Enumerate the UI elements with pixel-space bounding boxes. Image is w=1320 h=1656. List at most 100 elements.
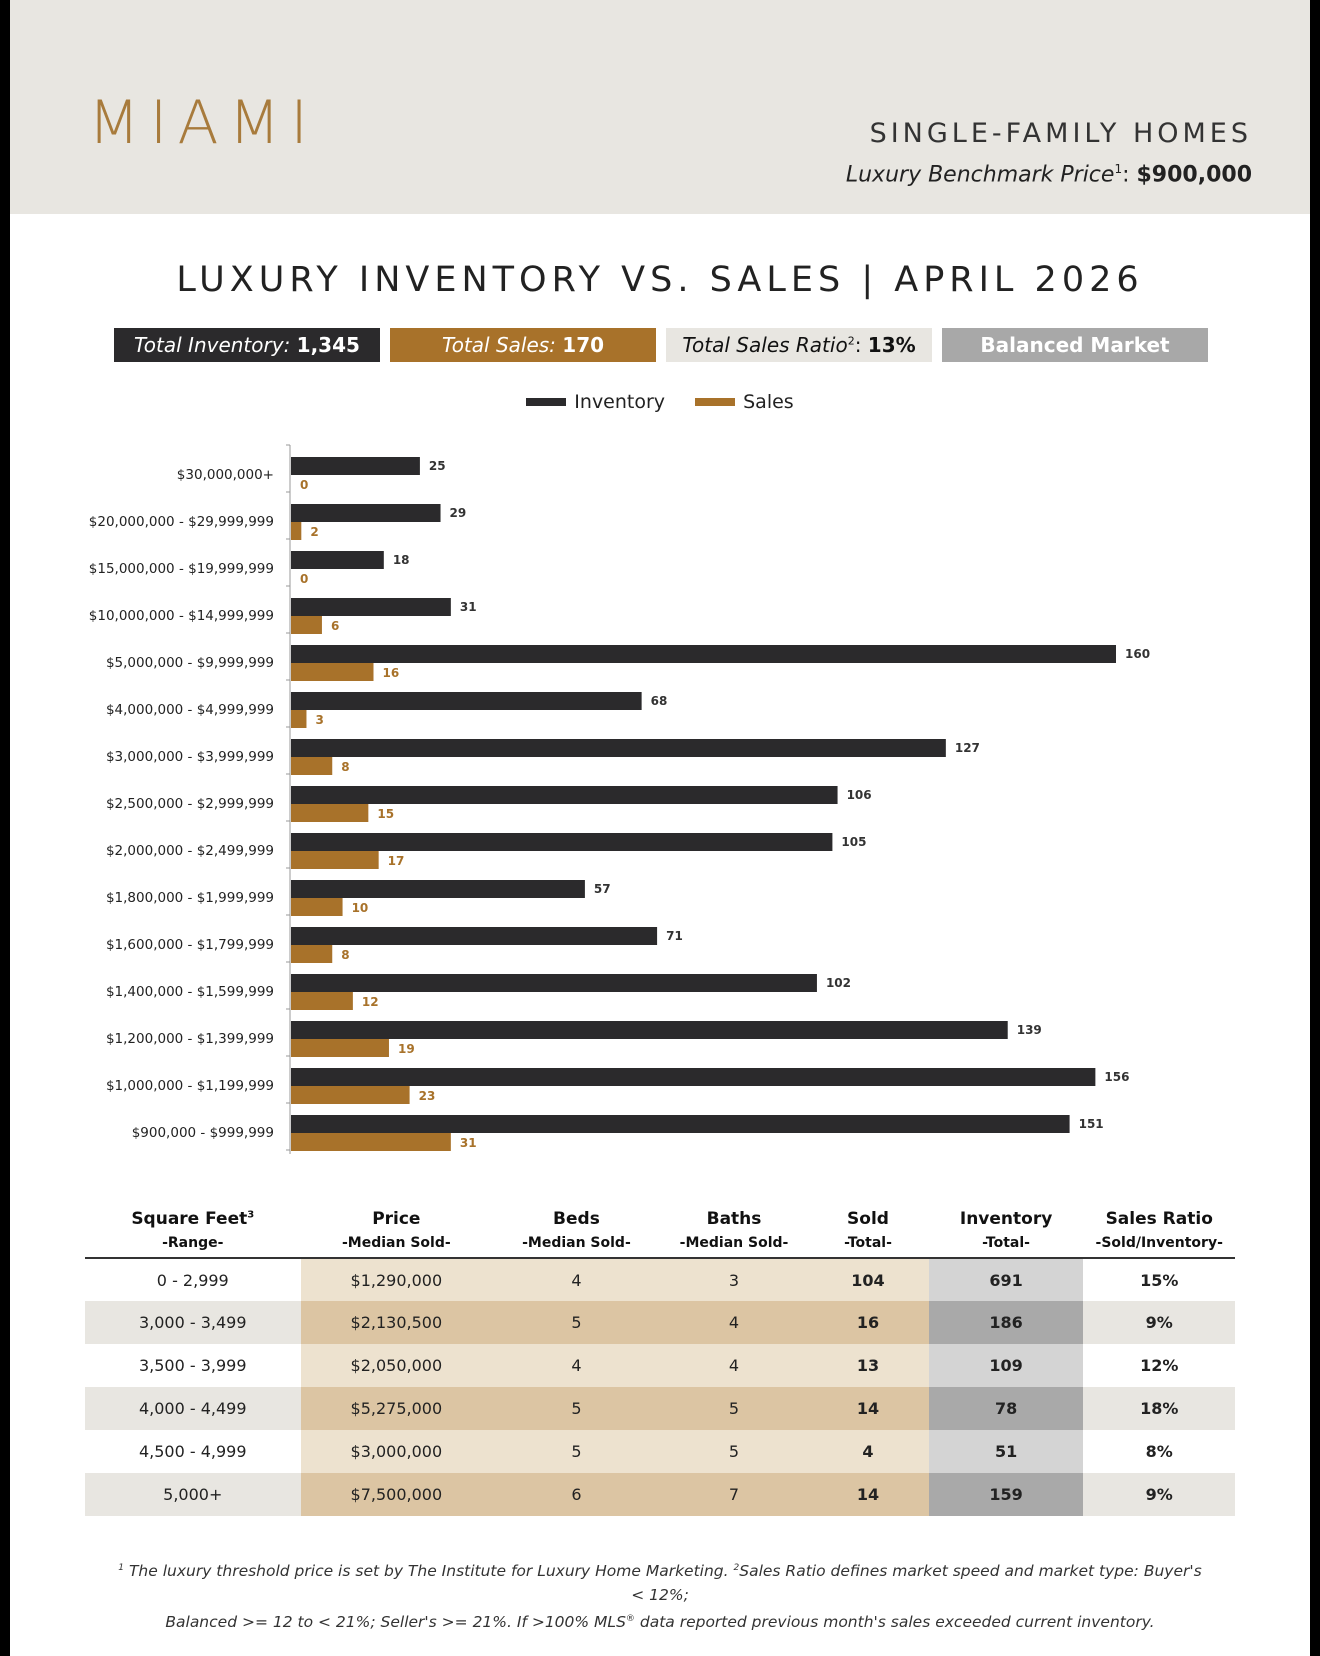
column-header-title: Sold xyxy=(847,1208,889,1229)
property-type: SINGLE-FAMILY HOMES xyxy=(869,118,1252,149)
sales-bar xyxy=(291,663,374,681)
legend-item-inventory: Inventory xyxy=(526,391,665,413)
inventory-bar xyxy=(291,457,420,475)
footnote-sup-1: 1 xyxy=(118,1563,124,1573)
inventory-bar xyxy=(291,786,838,804)
legend-label-sales: Sales xyxy=(743,391,794,413)
kpi-inventory-label: Total Inventory: xyxy=(134,333,291,357)
sales-bar xyxy=(291,945,333,963)
column-header-title: Sales Ratio xyxy=(1105,1208,1213,1229)
inventory-data-label: 106 xyxy=(847,788,872,802)
table-cell-beds: 6 xyxy=(492,1473,661,1516)
column-header-sub: -Median Sold- xyxy=(341,1234,451,1251)
category-label: $2,500,000 - $2,999,999 xyxy=(106,796,274,812)
inventory-data-label: 156 xyxy=(1104,1070,1129,1084)
table-cell-baths: 3 xyxy=(660,1258,808,1301)
sales-bar xyxy=(291,898,343,916)
category-label: $20,000,000 - $29,999,999 xyxy=(89,514,274,530)
table-cell-price: $2,130,500 xyxy=(300,1301,493,1344)
footnote: 1 The luxury threshold price is set by T… xyxy=(110,1556,1210,1634)
table-cell-sold: 4 xyxy=(807,1430,929,1473)
table-row: 3,500 - 3,999 $2,050,000 4 4 13 109 12% xyxy=(85,1344,1235,1387)
table-cell-inv: 78 xyxy=(928,1387,1084,1430)
sales-data-label: 2 xyxy=(310,525,318,539)
table-cell-ratio: 9% xyxy=(1083,1473,1235,1516)
category-label: $900,000 - $999,999 xyxy=(132,1125,274,1141)
column-header-title: Price xyxy=(372,1208,421,1229)
sales-bar xyxy=(291,992,353,1010)
sales-bar xyxy=(291,804,369,822)
table-cell-beds: 5 xyxy=(492,1387,661,1430)
inventory-data-label: 57 xyxy=(594,882,611,896)
sales-bar xyxy=(291,616,322,634)
table-cell-inv: 109 xyxy=(928,1344,1084,1387)
sales-bar xyxy=(291,1039,389,1057)
benchmark-price: Luxury Benchmark Price1: $900,000 xyxy=(845,162,1252,188)
table-cell-beds: 5 xyxy=(492,1430,661,1473)
sales-data-label: 8 xyxy=(341,948,349,962)
footnote-reg: ® xyxy=(625,1614,635,1625)
sales-bar xyxy=(291,1086,410,1104)
column-header: Sold -Total- xyxy=(807,1202,929,1259)
sales-data-label: 0 xyxy=(300,478,308,492)
category-label: $4,000,000 - $4,999,999 xyxy=(106,702,274,718)
sales-bar xyxy=(291,757,333,775)
column-header-title: Inventory xyxy=(959,1208,1053,1229)
inventory-data-label: 160 xyxy=(1125,647,1150,661)
inventory-bar xyxy=(291,504,441,522)
table-cell-price: $1,290,000 xyxy=(300,1258,493,1301)
table-cell-inv: 159 xyxy=(928,1473,1084,1516)
legend-swatch-inventory xyxy=(526,398,567,406)
table-cell-sold: 13 xyxy=(807,1344,929,1387)
legend-swatch-sales xyxy=(695,398,736,406)
column-header: Price -Median Sold- xyxy=(300,1202,493,1259)
inventory-data-label: 31 xyxy=(460,600,477,614)
sales-bar xyxy=(291,1133,451,1151)
footnote-line1-a: The luxury threshold price is set by The… xyxy=(128,1562,729,1581)
category-label: $1,000,000 - $1,199,999 xyxy=(106,1078,274,1094)
category-label: $1,800,000 - $1,999,999 xyxy=(106,890,274,906)
table-row: 4,500 - 4,999 $3,000,000 5 5 4 51 8% xyxy=(85,1430,1235,1473)
inventory-bar xyxy=(291,645,1116,663)
kpi-inventory-value: 1,345 xyxy=(296,333,360,357)
table-row: 5,000+ $7,500,000 6 7 14 159 9% xyxy=(85,1473,1235,1516)
category-label: $2,000,000 - $2,499,999 xyxy=(106,843,274,859)
column-header-sup: 3 xyxy=(247,1208,255,1220)
footnote-sup-2: 2 xyxy=(733,1563,740,1573)
inventory-bar xyxy=(291,1115,1070,1133)
sales-bar xyxy=(291,851,379,869)
table-header-row: Square Feet3 -Range- Price -Median Sold- Bed… xyxy=(85,1202,1235,1259)
kpi-market-type: Balanced Market xyxy=(942,328,1208,362)
kpi-ratio-value: 13% xyxy=(867,333,916,357)
category-label: $15,000,000 - $19,999,999 xyxy=(89,561,274,577)
inventory-data-label: 139 xyxy=(1017,1023,1042,1037)
kpi-sales-value: 170 xyxy=(562,333,605,357)
inventory-bar xyxy=(291,598,451,616)
sales-bar xyxy=(291,522,302,540)
inventory-data-label: 29 xyxy=(450,506,467,520)
city-name: MIAMI xyxy=(88,88,318,158)
table-cell-ratio: 9% xyxy=(1083,1301,1235,1344)
inventory-data-label: 151 xyxy=(1079,1117,1104,1131)
column-header-sub: -Range- xyxy=(162,1234,224,1251)
table-cell-price: $2,050,000 xyxy=(300,1344,493,1387)
table-cell-baths: 5 xyxy=(660,1430,808,1473)
footnote-line2-a: Balanced >= 12 to < 21%; Seller's >= 21%… xyxy=(165,1613,626,1632)
table-row: 4,000 - 4,499 $5,275,000 5 5 14 78 18% xyxy=(85,1387,1235,1430)
sales-data-label: 16 xyxy=(383,666,400,680)
category-label: $5,000,000 - $9,999,999 xyxy=(106,655,274,671)
table-cell-sold: 16 xyxy=(807,1301,929,1344)
table-cell-price: $5,275,000 xyxy=(300,1387,493,1430)
inventory-bar xyxy=(291,833,833,851)
table-cell-baths: 4 xyxy=(660,1301,808,1344)
sales-bar xyxy=(291,710,307,728)
column-header: Sales Ratio -Sold/Inventory- xyxy=(1083,1202,1235,1259)
data-table: Square Feet3 -Range- Price -Median Sold- Bed… xyxy=(85,1202,1235,1516)
kpi-ratio-sup: 2 xyxy=(847,334,855,348)
inventory-data-label: 68 xyxy=(651,694,668,708)
category-label: $30,000,000+ xyxy=(177,467,274,483)
inventory-data-label: 18 xyxy=(393,553,410,567)
sales-data-label: 19 xyxy=(398,1042,415,1056)
table-cell-sqft: 4,000 - 4,499 xyxy=(85,1387,301,1430)
inventory-bar xyxy=(291,692,642,710)
